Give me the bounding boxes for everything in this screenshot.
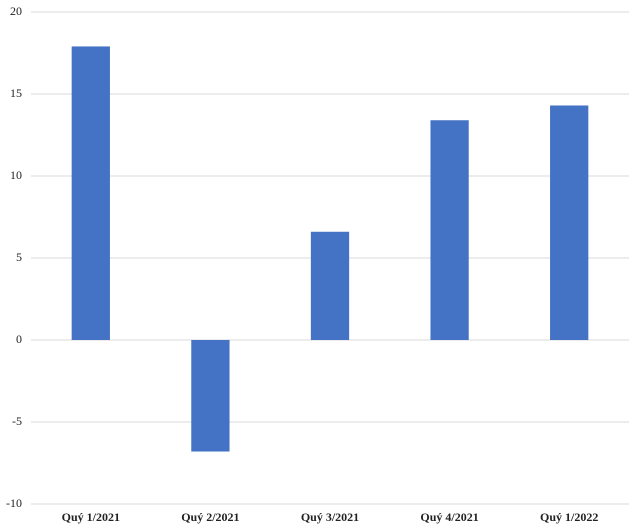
bar [430,120,469,341]
x-tick-label: Quý 4/2021 [420,510,478,524]
y-tick-label: 10 [10,168,22,182]
y-tick-label: 20 [10,4,22,18]
x-tick-label: Quý 1/2021 [62,510,120,524]
x-tick-label: Quý 1/2022 [540,510,598,524]
y-tick-label: 0 [16,332,22,346]
bar [310,231,350,340]
bar [191,340,230,452]
y-tick-label: 5 [16,250,22,264]
y-tick-label: 15 [10,86,22,100]
bar [71,46,110,340]
x-tick-label: Quý 3/2021 [301,510,359,524]
bar [550,105,589,340]
y-tick-label: -5 [12,414,22,428]
x-tick-label: Quý 2/2021 [181,510,239,524]
y-tick-label: -10 [6,496,22,510]
